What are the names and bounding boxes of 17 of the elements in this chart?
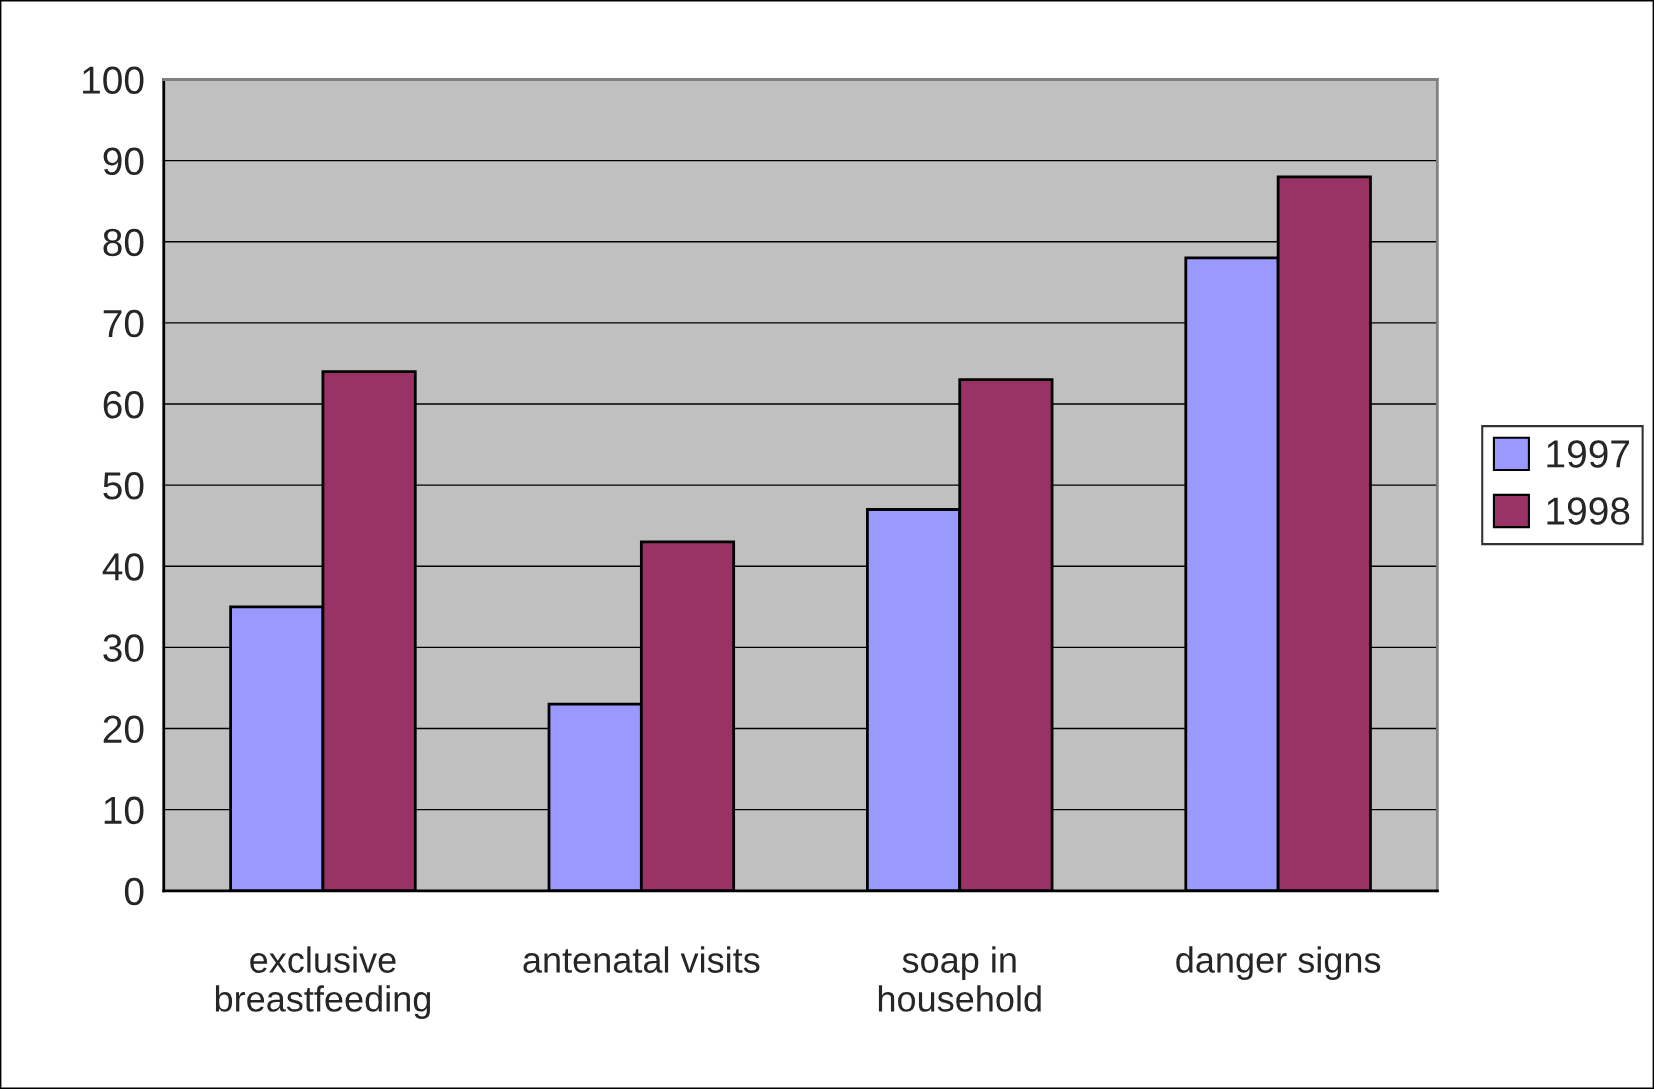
x-tick-label: soap in household — [878, 946, 1041, 1012]
y-tick-label: 40 — [102, 553, 144, 581]
x-tick-label: antenatal visits — [523, 946, 760, 973]
y-tick-label: 80 — [103, 228, 144, 257]
y-tick-label: 90 — [103, 147, 144, 176]
y-tick-label: 100 — [83, 66, 144, 94]
legend-label: 1998 — [1547, 497, 1630, 525]
y-tick-label: 30 — [103, 634, 144, 662]
y-tick-label: 10 — [104, 796, 144, 825]
y-tick-label: 0 — [124, 877, 144, 906]
y-tick-label: 60 — [103, 390, 144, 419]
legend-label: 1997 — [1547, 440, 1630, 468]
y-tick-label: 50 — [103, 472, 144, 500]
y-tick-label: 20 — [103, 715, 144, 744]
x-tick-label: exclusive breastfeeding — [215, 946, 431, 1019]
x-tick-label: danger signs — [1176, 946, 1381, 981]
y-tick-label: 70 — [103, 309, 144, 338]
